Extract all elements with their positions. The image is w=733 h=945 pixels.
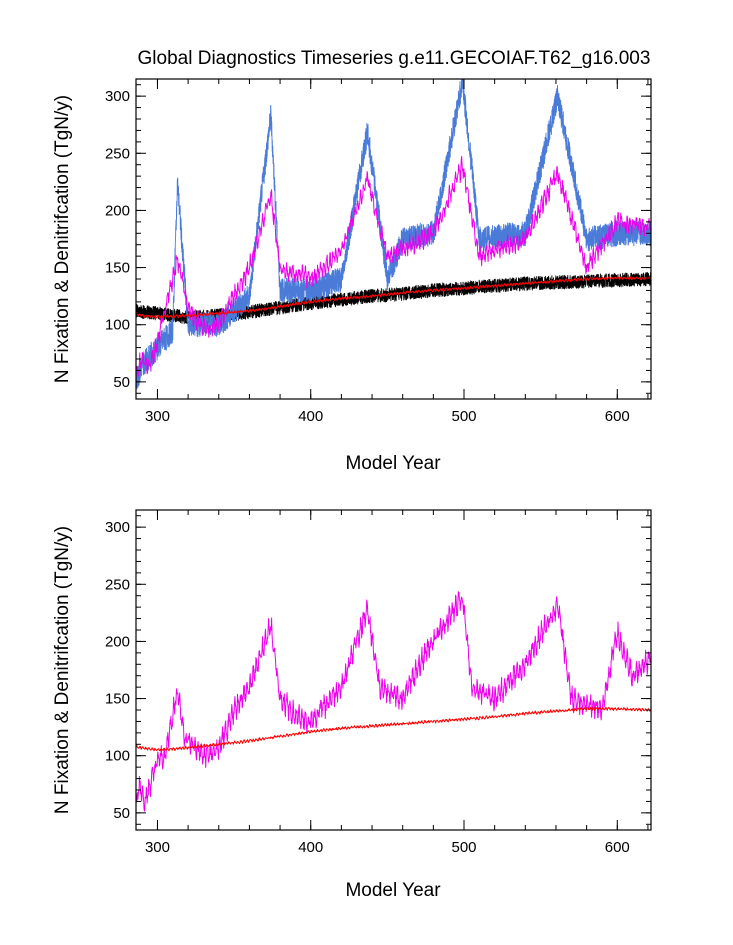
top-x-tick-label: 300 [145, 408, 170, 425]
top-x-tick-label: 600 [605, 408, 630, 425]
top-y-tick-label: 50 [113, 374, 130, 391]
bottom-y-tick-label: 100 [105, 748, 130, 765]
top-y-tick-label: 150 [105, 260, 130, 277]
bottom-x-tick-label: 400 [298, 839, 323, 856]
chart-title: Global Diagnostics Timeseries g.e11.GECO… [138, 48, 651, 69]
top-y-tick-label: 250 [105, 145, 130, 162]
top-y-tick-label: 200 [105, 202, 130, 219]
top-series-layer [135, 78, 652, 390]
bottom-y-tick-label: 250 [105, 576, 130, 593]
top-series-red-line [135, 276, 652, 319]
bottom-series-layer [135, 591, 652, 812]
bottom-y-tick-label: 300 [105, 519, 130, 536]
top-y-axis-label: N Fixation & Denitrifcation (TgN/y) [52, 95, 73, 383]
bottom-series-magenta-line [135, 591, 652, 812]
top-plot-frame [135, 78, 652, 400]
top-y-tick-label: 100 [105, 317, 130, 334]
bottom-y-axis-label: N Fixation & Denitrifcation (TgN/y) [52, 526, 73, 814]
bottom-x-tick-label: 300 [145, 839, 170, 856]
bottom-plot-frame [135, 509, 652, 831]
bottom-y-tick-label: 50 [113, 805, 130, 822]
bottom-axis-ticks: 300 400 500 600 50 100 150 200 250 300 [105, 510, 651, 856]
bottom-x-tick-label: 500 [451, 839, 476, 856]
top-y-tick-label: 300 [105, 88, 130, 105]
bottom-series-red-line [135, 706, 652, 752]
top-x-tick-label: 400 [298, 408, 323, 425]
bottom-panel: 300 400 500 600 50 100 150 200 250 300 Model Year… [52, 509, 652, 901]
top-x-axis-label: Model Year [345, 453, 441, 474]
top-series-blue-line [135, 78, 652, 390]
bottom-x-axis-label: Model Year [345, 880, 441, 901]
top-panel: 300 400 500 600 50 100 150 200 250 300 Model Year… [52, 78, 652, 474]
top-axis-ticks: 300 400 500 600 50 100 150 200 250 300 [105, 79, 651, 425]
bottom-y-tick-label: 150 [105, 691, 130, 708]
top-x-tick-label: 500 [451, 408, 476, 425]
bottom-y-tick-label: 200 [105, 633, 130, 650]
bottom-x-tick-label: 600 [605, 839, 630, 856]
